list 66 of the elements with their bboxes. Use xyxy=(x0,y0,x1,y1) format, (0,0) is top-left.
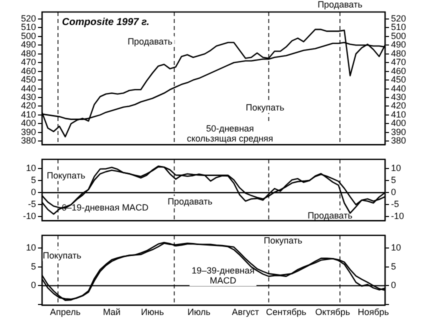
y2-tick-label: 380 xyxy=(391,136,406,146)
y-tick-label: 390 xyxy=(20,126,36,137)
y-tick-label: 490 xyxy=(20,40,36,50)
y-tick-label: 10 xyxy=(26,163,36,174)
y2-tick-label: 470 xyxy=(391,57,406,68)
y-tick-label: 380 xyxy=(20,136,36,146)
y-tick-label: 450 xyxy=(20,74,36,85)
x-tick-label: Август xyxy=(232,307,260,318)
x-tick-label: Ноябрь xyxy=(358,307,390,318)
y2-tick-label: 0 xyxy=(391,280,396,290)
y-tick-label: 410 xyxy=(20,109,36,120)
y-tick-label: 480 xyxy=(20,48,36,58)
y2-tick-label: 420 xyxy=(391,100,406,111)
y2-tick-label: 450 xyxy=(391,74,406,85)
y2-tick-label: -10 xyxy=(391,211,404,222)
y2-tick-label: 10 xyxy=(391,242,402,253)
annotation: Продавать xyxy=(128,36,173,46)
y2-tick-label: 5 xyxy=(391,175,396,186)
annotation: Продавать xyxy=(168,196,213,206)
annotation: 19–39-дневная MACD xyxy=(192,265,255,286)
y2-tick-label: 410 xyxy=(391,109,406,120)
y-tick-label: 420 xyxy=(20,100,36,111)
y2-tick-label: 440 xyxy=(391,83,406,94)
y-tick-label: 510 xyxy=(20,22,36,32)
annotation: Продавать xyxy=(308,210,353,220)
text: Продавать xyxy=(318,0,363,10)
annotation: Покупать xyxy=(246,102,285,112)
y-tick-label: 5 xyxy=(30,175,36,186)
annotation: 6–19-дневная MACD xyxy=(62,202,149,212)
y-tick-label: 10 xyxy=(26,242,36,253)
x-tick-label: Сентябрь xyxy=(266,307,307,318)
y-tick-label: 400 xyxy=(20,118,36,128)
y2-tick-label: 510 xyxy=(391,22,406,32)
y2-tick-label: 5 xyxy=(391,261,396,272)
y-tick-label: 5 xyxy=(30,261,36,272)
y-tick-label: 0 xyxy=(30,280,36,290)
annotation: Покупать xyxy=(42,250,82,260)
y2-tick-label: -5 xyxy=(391,199,400,210)
y2-tick-label: 430 xyxy=(391,92,406,102)
y-tick-label: -5 xyxy=(28,199,36,210)
y-tick-label: -10 xyxy=(22,211,36,222)
y-tick-label: 520 xyxy=(20,13,36,24)
y2-tick-label: 0 xyxy=(391,187,396,198)
annotation: 50-дневная скользящая средняя xyxy=(186,123,274,144)
text: Composite 1997 г. xyxy=(62,16,150,28)
x-tick-label: Июль xyxy=(187,307,211,318)
x-tick-label: Июнь xyxy=(141,307,164,318)
y2-tick-label: 520 xyxy=(391,13,406,24)
y-tick-label: 0 xyxy=(30,187,36,198)
y-tick-label: 460 xyxy=(20,66,36,76)
y-tick-label: 430 xyxy=(20,92,36,102)
y2-tick-label: 10 xyxy=(391,163,402,174)
y-tick-label: 500 xyxy=(20,30,36,41)
annotation: Покупать xyxy=(46,170,86,180)
y2-tick-label: 490 xyxy=(391,40,406,50)
y2-tick-label: 390 xyxy=(391,126,406,137)
y-tick-label: 440 xyxy=(20,83,36,94)
y2-tick-label: 480 xyxy=(391,48,406,58)
annotation: Покупать xyxy=(264,235,303,246)
x-tick-label: Май xyxy=(102,307,121,318)
y2-tick-label: 460 xyxy=(391,66,406,76)
y2-tick-label: 500 xyxy=(391,30,406,41)
y2-tick-label: 400 xyxy=(391,118,406,128)
x-tick-label: Октябрь xyxy=(315,307,350,318)
y-tick-label: 470 xyxy=(20,57,36,68)
x-tick-label: Апрель xyxy=(50,307,81,318)
